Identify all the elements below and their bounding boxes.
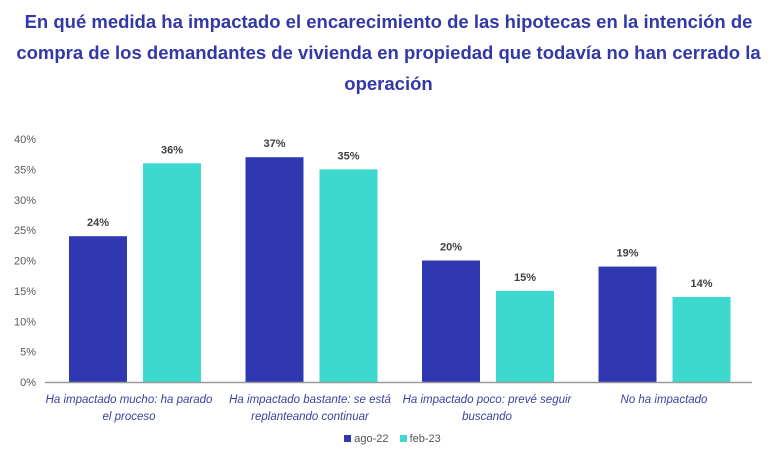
legend-swatch-feb-23 <box>399 435 407 442</box>
y-tick-label: 10% <box>14 316 36 328</box>
category-label: Ha impactado bastante: se está replantea… <box>229 394 391 423</box>
category-label: Ha impactado poco: prevé seguir buscando <box>402 394 572 423</box>
y-tick-label: 5% <box>20 347 36 359</box>
data-label: 35% <box>337 150 359 162</box>
data-label: 19% <box>616 248 638 260</box>
y-tick-label: 40% <box>14 134 36 146</box>
bar-feb-23 <box>319 169 378 382</box>
bar-feb-23 <box>143 163 201 382</box>
bar-ago-22 <box>422 260 480 382</box>
bar-ago-22 <box>69 236 127 382</box>
legend: ago-22 feb-23 <box>0 433 777 445</box>
data-label: 24% <box>87 217 109 229</box>
y-tick-label: 30% <box>14 195 36 207</box>
legend-label: ago-22 <box>354 433 389 445</box>
legend-swatch-ago-22 <box>344 435 352 442</box>
bar-feb-23 <box>496 290 554 382</box>
data-label: 36% <box>161 144 183 156</box>
category-label: Ha impactado mucho: ha parado el proceso <box>45 394 213 423</box>
chart-title: En qué medida ha impactado el encarecimi… <box>16 11 761 94</box>
y-tick-label: 25% <box>14 225 36 237</box>
data-label: 15% <box>514 272 536 284</box>
bar-feb-23 <box>672 296 731 382</box>
y-tick-label: 15% <box>14 286 36 298</box>
bar-ago-22 <box>245 157 304 382</box>
category-label: No ha impactado <box>620 394 708 406</box>
y-tick-label: 0% <box>20 377 36 389</box>
y-tick-label: 35% <box>14 164 36 176</box>
data-label: 20% <box>440 242 462 254</box>
y-tick-label: 20% <box>14 256 36 268</box>
data-label: 14% <box>690 278 712 290</box>
bar-ago-22 <box>598 266 657 382</box>
legend-label: feb-23 <box>409 433 441 445</box>
data-label: 37% <box>263 138 285 150</box>
